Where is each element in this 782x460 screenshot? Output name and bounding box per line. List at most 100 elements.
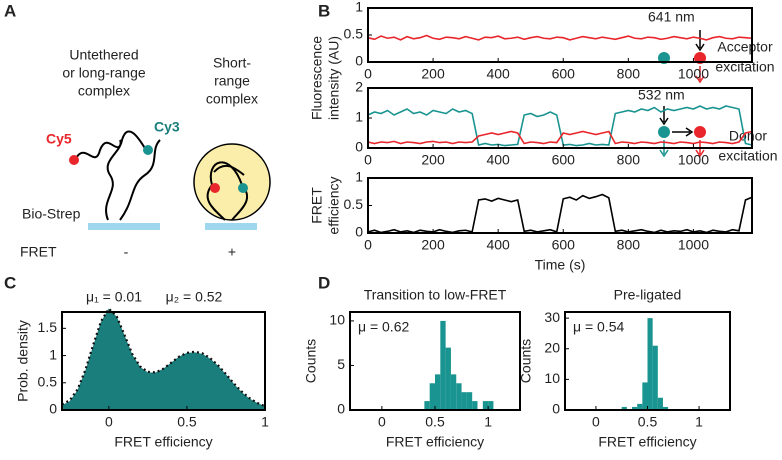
bar (472, 401, 478, 410)
panel-label: B (318, 1, 330, 20)
label: Untethered (69, 47, 138, 63)
y-tick-label: 0 (355, 224, 363, 240)
density-area (61, 308, 266, 411)
x-tick-label: 200 (421, 152, 445, 168)
cy5-label: Cy5 (46, 131, 72, 147)
bar (642, 382, 648, 410)
y-tick-label: 1 (355, 169, 363, 185)
label: FRET (20, 244, 57, 260)
label: excitation (718, 148, 777, 164)
panel-label: D (318, 273, 330, 292)
chart-title: Transition to low-FRET (364, 287, 507, 303)
x-axis-label: FRET efficiency (598, 434, 696, 450)
x-tick-label: 1000 (678, 66, 709, 82)
cy3-label: Cy3 (154, 119, 180, 135)
label: + (228, 244, 236, 260)
bar (450, 374, 457, 410)
trace (367, 105, 753, 147)
chart: μ₁ = 0.01 μ₂ = 0.52 0 0.5 1 1.5 0 0.5 1 FRET effi… (15, 289, 269, 450)
y-tick-label: 0 (552, 401, 560, 417)
dna (74, 130, 161, 221)
bar (435, 374, 441, 410)
y-axis-label: Prob. density (15, 320, 31, 402)
label: or long-range (62, 65, 145, 81)
y-tick-label: 5 (337, 356, 345, 372)
chart: 0 0.5 1 0 200 400 600 800 1000 Fluorescence intens… (309, 0, 753, 120)
label: 641 nm (648, 9, 695, 25)
x-tick-label: 1 (484, 414, 492, 430)
dot (658, 126, 670, 138)
panel-label: C (4, 273, 16, 292)
arrow (659, 106, 694, 137)
y-tick-label: 0.5 (344, 26, 364, 42)
annotation: μ₁ = 0.01 (86, 289, 142, 305)
y-tick-label: 1 (355, 0, 363, 15)
x-tick-label: 0 (364, 237, 372, 253)
x-tick-label: 600 (552, 152, 576, 168)
bar (456, 383, 462, 410)
annotation: μ = 0.62 (358, 319, 409, 335)
chart: 0 1 2 0 200 400 600 800 1000 (355, 79, 753, 168)
y-tick-label: 0 (355, 139, 363, 155)
y-tick-label: 10 (544, 370, 560, 386)
y-tick-label: 0 (49, 401, 57, 417)
cy3-dot (143, 145, 153, 155)
chart-title: Pre-ligated (614, 287, 682, 303)
trace (367, 193, 753, 234)
bar (461, 392, 467, 410)
annotation: μ₂ = 0.52 (166, 289, 223, 305)
bar (445, 347, 451, 410)
y-tick-label: 0 (355, 53, 363, 69)
x-tick-label: 0.5 (638, 414, 658, 430)
axes-frame (367, 177, 753, 234)
bar (424, 401, 430, 410)
arrow (695, 30, 705, 52)
bar (662, 406, 669, 410)
x-tick-label: 400 (486, 237, 510, 253)
cy3-dot (238, 183, 248, 193)
y-tick-label: 10 (329, 312, 345, 328)
schematic: Untethered or long-range complex Short- … (20, 9, 778, 260)
label: Short- (213, 55, 251, 71)
panel-label: A (4, 1, 16, 20)
x-tick-label: 400 (486, 66, 510, 82)
x-tick-label: 400 (486, 152, 510, 168)
bar (429, 383, 435, 410)
y-tick-label: 1 (355, 109, 363, 125)
y-tick-label: 2 (355, 79, 363, 95)
bar (652, 345, 658, 410)
x-tick-label: 0.5 (177, 414, 197, 430)
y-tick-label: 1.5 (38, 319, 58, 335)
x-tick-label: 0 (592, 414, 600, 430)
bar (621, 406, 627, 410)
bar (440, 320, 446, 410)
dot (694, 126, 706, 138)
bar (488, 401, 494, 410)
bar (657, 397, 663, 410)
x-tick-label: 600 (552, 66, 576, 82)
label: Bio-Strep (22, 206, 81, 222)
x-tick-label: 0 (364, 152, 372, 168)
x-tick-label: 800 (617, 152, 641, 168)
x-tick-label: 800 (617, 66, 641, 82)
x-tick-label: 600 (552, 237, 576, 253)
plot-area (367, 34, 753, 41)
plot-area (424, 320, 494, 410)
x-tick-label: 0 (364, 66, 372, 82)
x-tick-label: 200 (421, 237, 445, 253)
x-tick-label: 0.5 (425, 414, 445, 430)
label: 532 nm (638, 87, 685, 103)
axes-frame (61, 311, 266, 411)
label: - (124, 244, 129, 260)
surface (88, 223, 160, 230)
chart: Transition to low-FRET μ = 0.62 0 5 10 0 0.5 1F… (303, 287, 521, 450)
y-axis-label: Counts (518, 339, 534, 383)
y-tick-label: 1 (49, 346, 57, 362)
bar (632, 406, 638, 410)
trace (367, 130, 753, 145)
x-tick-label: 1000 (678, 152, 709, 168)
x-tick-label: 1 (261, 414, 269, 430)
fit-line (61, 306, 266, 408)
y-tick-label: 0.5 (38, 373, 58, 389)
